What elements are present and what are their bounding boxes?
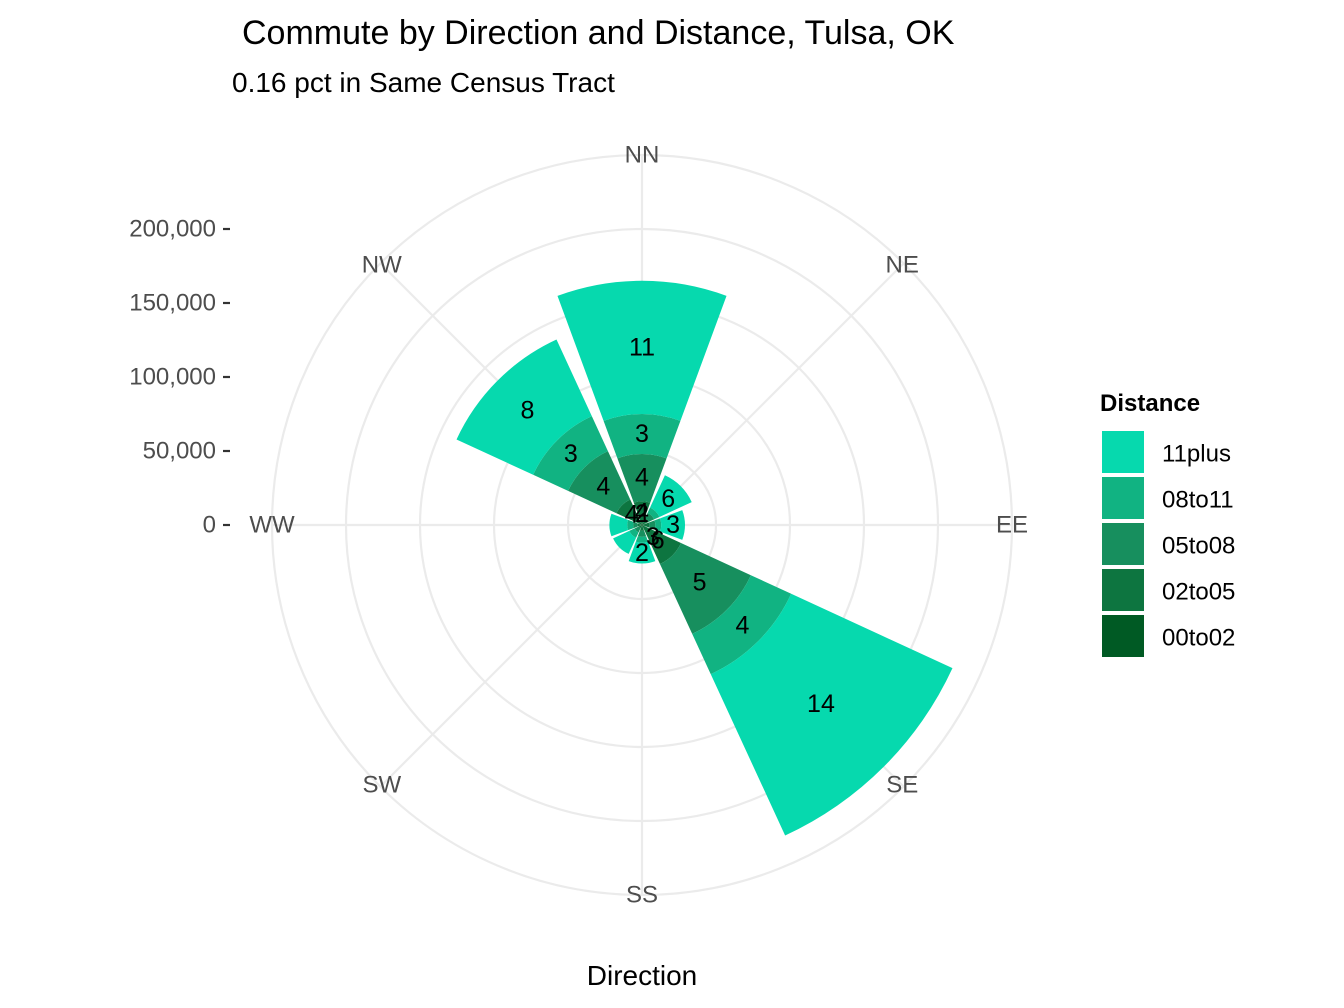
bar-NW-05to08 — [568, 451, 631, 514]
axis-labels: 0 50,000 100,000 150,000 200,000 NN NE EE SE SS SW… — [129, 142, 1028, 909]
bar-WW-02to05 — [637, 523, 641, 527]
bar-SE-08to11 — [692, 575, 792, 675]
legend: Distance 11plus 08to11 05to08 02to05 00to02 — [1100, 390, 1235, 657]
bar-EE-11plus — [660, 510, 685, 540]
chart-subtitle: 0.16 pct in Same Census Tract — [232, 67, 615, 98]
segment-label: 3 — [666, 511, 680, 539]
segment-label: 3 — [564, 440, 578, 468]
legend-label: 00to02 — [1162, 625, 1235, 652]
bar-NE-05to08 — [645, 512, 655, 522]
bar-SW-05to08 — [634, 526, 641, 533]
legend-title: Distance — [1100, 390, 1200, 417]
bar-NW-02to05 — [616, 499, 642, 525]
grid-spoke — [379, 524, 643, 788]
bar-NN-00to02 — [641, 523, 643, 525]
y-tick-label: 150,000 — [129, 290, 216, 317]
bar-EE-02to05 — [643, 522, 650, 528]
bar-NN-05to08 — [617, 453, 667, 503]
y-tick-label: 50,000 — [143, 438, 216, 465]
y-tick-label: 100,000 — [129, 364, 216, 391]
segment-label: 8 — [520, 396, 534, 424]
bar-NW-11plus — [456, 339, 592, 475]
bar-EE-00to02 — [642, 524, 644, 526]
bar-SW-02to05 — [638, 525, 642, 529]
chart-title: Commute by Direction and Distance, Tulsa… — [242, 14, 955, 52]
segment-label: 11 — [629, 333, 655, 361]
bar-SS-02to05 — [639, 526, 645, 531]
bar-NE-08to11 — [647, 507, 660, 520]
y-tick-label: 200,000 — [129, 216, 216, 243]
segment-label-center: 2 — [635, 500, 649, 528]
bar-NE-00to02 — [642, 523, 644, 525]
segment-label: 14 — [807, 690, 835, 718]
segment-label-center: 3 — [646, 523, 660, 551]
segment-label: 4 — [635, 498, 649, 526]
segment-label: 3 — [635, 420, 649, 448]
legend-swatch — [1102, 431, 1144, 473]
bar-NN-11plus — [557, 280, 727, 421]
direction-label: SS — [626, 882, 658, 909]
segment-label: 6 — [661, 485, 675, 513]
direction-label: EE — [996, 512, 1028, 539]
direction-label: NN — [625, 142, 660, 169]
legend-label: 08to11 — [1162, 487, 1234, 514]
direction-label: SW — [362, 772, 401, 799]
bar-SS-00to02 — [641, 525, 643, 527]
legend-label: 02to05 — [1162, 579, 1235, 606]
bar-SS-08to11 — [635, 536, 649, 543]
bar-SE-02to05 — [642, 525, 681, 564]
bar-WW-11plus — [609, 513, 629, 537]
segment-label: 6 — [651, 527, 665, 555]
bar-WW-08to11 — [627, 519, 634, 531]
bar-SW-00to02 — [640, 525, 642, 527]
bar-NE-11plus — [650, 475, 692, 517]
bar-WW-05to08 — [633, 521, 638, 529]
bar-NN-08to11 — [603, 413, 681, 459]
segment-label: 4 — [736, 611, 750, 639]
legend-swatch — [1102, 569, 1144, 611]
segment-label: 4 — [625, 501, 639, 529]
bars — [456, 280, 953, 836]
bar-NN-02to05 — [633, 501, 651, 524]
segment-label: 2 — [635, 539, 649, 567]
bar-SS-05to08 — [637, 530, 647, 537]
bar-NW-00to02 — [640, 523, 642, 525]
legend-label: 05to08 — [1162, 533, 1235, 560]
segment-label: 5 — [693, 569, 707, 597]
bar-SS-11plus — [628, 541, 656, 564]
grid-spoke — [641, 262, 905, 526]
bar-SE-05to08 — [659, 542, 751, 634]
bar-SE-11plus — [710, 593, 953, 836]
segment-label: 4 — [596, 472, 610, 500]
bar-WW-00to02 — [640, 524, 642, 526]
segment-label: 4 — [635, 464, 649, 492]
direction-label: WW — [249, 512, 295, 539]
direction-label: SE — [886, 772, 918, 799]
bar-EE-05to08 — [648, 520, 656, 530]
bar-EE-08to11 — [654, 518, 662, 532]
direction-label: NW — [362, 251, 402, 278]
y-tick-label: 0 — [203, 512, 216, 539]
bar-SE-00to02 — [642, 525, 644, 527]
bar-SW-11plus — [613, 530, 637, 554]
legend-swatch — [1102, 477, 1144, 519]
bar-NE-02to05 — [642, 518, 649, 525]
x-axis-title: Direction — [587, 960, 697, 991]
legend-label: 11plus — [1162, 441, 1231, 468]
legend-swatch — [1102, 615, 1144, 657]
bar-NW-08to11 — [533, 416, 608, 491]
legend-swatch — [1102, 523, 1144, 565]
direction-label: NE — [886, 251, 919, 278]
bar-SW-08to11 — [629, 528, 639, 538]
